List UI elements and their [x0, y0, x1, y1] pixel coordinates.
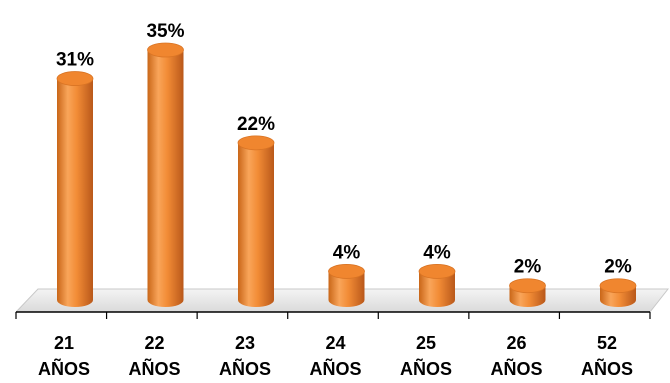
bar-top — [147, 42, 184, 58]
value-label: 22% — [237, 114, 275, 135]
bar-top — [56, 71, 94, 86]
bar — [56, 71, 94, 307]
value-label: 31% — [56, 50, 94, 71]
bar-body — [328, 271, 365, 307]
bar — [237, 135, 275, 307]
value-label: 4% — [333, 242, 361, 263]
category-label: 25 AÑOS — [400, 333, 452, 379]
bar-top — [328, 264, 365, 279]
bar-body — [419, 271, 455, 307]
bar — [418, 264, 456, 307]
value-labels-group: 31% 35% 22% 4% 4% 2% 2% — [56, 21, 632, 278]
category-label: 21 AÑOS — [38, 333, 90, 379]
value-label: 35% — [146, 21, 184, 42]
value-label: 2% — [604, 257, 632, 278]
bar — [147, 42, 184, 307]
bar-body — [238, 142, 274, 307]
x-axis-ticks — [15, 312, 651, 319]
bar-top — [237, 135, 275, 151]
bar-top — [509, 278, 546, 294]
bar — [328, 264, 365, 307]
bar — [599, 278, 637, 307]
value-label: 4% — [423, 242, 451, 263]
bar-body — [57, 78, 93, 307]
bar-top — [599, 278, 637, 294]
category-label: 52 AÑOS — [581, 333, 633, 379]
value-label: 2% — [514, 257, 542, 278]
category-label: 22 AÑOS — [128, 333, 180, 379]
category-label: 24 AÑOS — [309, 333, 361, 379]
category-labels-group: 21 AÑOS 22 AÑOS 23 AÑOS 24 AÑOS 25 AÑOS 26 AÑOS 52 AÑ… — [38, 333, 633, 379]
bar-body — [147, 50, 184, 307]
bar-top — [418, 264, 456, 279]
category-label: 23 AÑOS — [219, 333, 271, 379]
bar — [509, 278, 546, 307]
bars-group — [56, 42, 637, 307]
category-label: 26 AÑOS — [490, 333, 542, 379]
